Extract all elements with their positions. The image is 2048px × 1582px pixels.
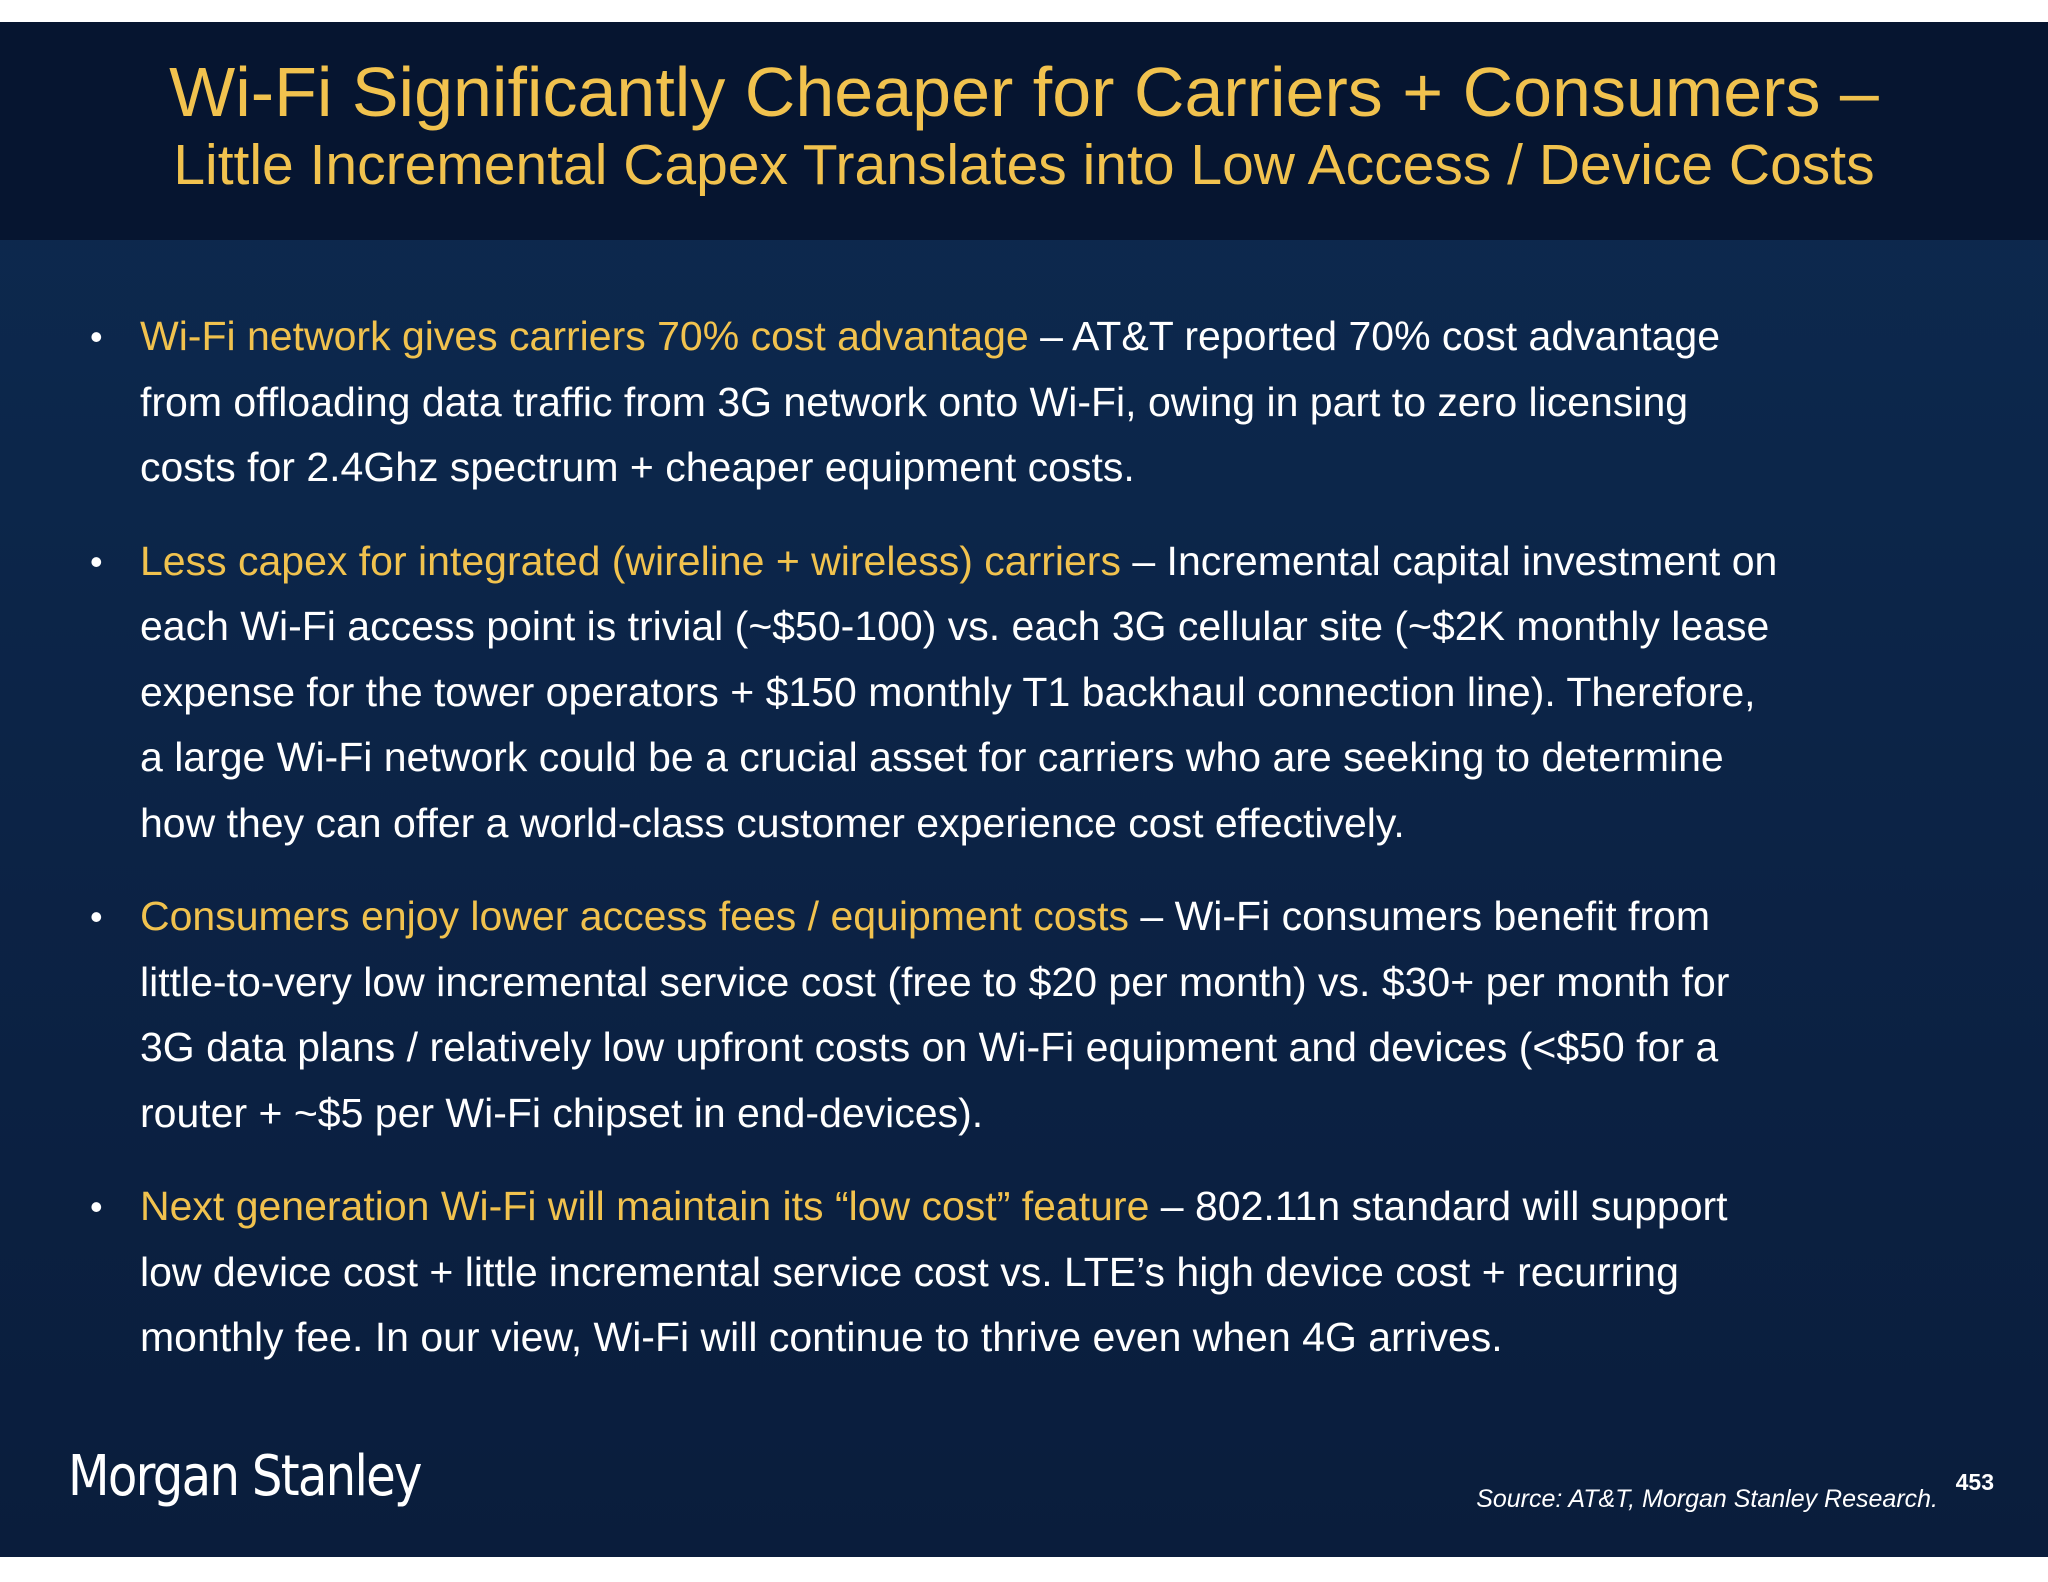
bullet-lead: Less capex for integrated (wireline + wi…: [140, 537, 1121, 584]
bullet-item: • Wi-Fi network gives carriers 70% cost …: [88, 304, 1988, 501]
slide-subtitle: Little Incremental Capex Translates into…: [173, 133, 1875, 197]
bullet-list: • Wi-Fi network gives carriers 70% cost …: [88, 304, 1988, 1399]
bullet-line: 3G data plans / relatively low upfront c…: [140, 1024, 1719, 1070]
bullet-line: a large Wi-Fi network could be a crucial…: [140, 734, 1724, 780]
bullet-line: monthly fee. In our view, Wi-Fi will con…: [140, 1314, 1503, 1360]
bullet-dot-icon: •: [90, 896, 103, 937]
bullet-line: each Wi-Fi access point is trivial (~$50…: [140, 603, 1770, 649]
page-number: 453: [1955, 1469, 1994, 1495]
bullet-text: – Wi-Fi consumers benefit from: [1129, 893, 1711, 939]
bullet-line: costs for 2.4Ghz spectrum + cheaper equi…: [140, 444, 1135, 490]
bullet-line: Consumers enjoy lower access fees / equi…: [140, 884, 1988, 950]
bullet-line: from offloading data traffic from 3G net…: [140, 378, 1689, 425]
bullet-line: Next generation Wi-Fi will maintain its …: [140, 1174, 1988, 1240]
bullet-lead: Next generation Wi-Fi will maintain its …: [140, 1183, 1150, 1229]
bullet-lead: Consumers enjoy lower access fees / equi…: [140, 893, 1130, 939]
slide-title: Wi-Fi Significantly Cheaper for Carriers…: [169, 53, 1879, 131]
bullet-line: router + ~$5 per Wi-Fi chipset in end-de…: [140, 1089, 984, 1136]
bullet-line: how they can offer a world-class custome…: [140, 799, 1405, 846]
bullet-line: Wi-Fi network gives carriers 70% cost ad…: [140, 304, 1988, 370]
bullet-item: • Next generation Wi-Fi will maintain it…: [88, 1174, 1988, 1371]
slide: Wi-Fi Significantly Cheaper for Carriers…: [0, 22, 2048, 1557]
source-note: Source: AT&T, Morgan Stanley Research.: [1476, 1485, 1938, 1513]
bullet-text: – Incremental capital investment on: [1120, 537, 1778, 584]
bullet-item: • Consumers enjoy lower access fees / eq…: [88, 884, 1988, 1146]
bullet-line: little-to-very low incremental service c…: [140, 958, 1730, 1005]
bullet-dot-icon: •: [90, 1186, 103, 1227]
bullet-dot-icon: •: [90, 316, 103, 357]
bullet-item: • Less capex for integrated (wireline + …: [88, 529, 1988, 857]
slide-header: Wi-Fi Significantly Cheaper for Carriers…: [0, 22, 2048, 240]
bullet-text: – AT&T reported 70% cost advantage: [1028, 313, 1721, 359]
bullet-dot-icon: •: [90, 540, 103, 582]
bullet-line: expense for the tower operators + $150 m…: [140, 668, 1756, 715]
bullet-lead: Wi-Fi network gives carriers 70% cost ad…: [140, 313, 1029, 359]
bullet-line: Less capex for integrated (wireline + wi…: [140, 529, 1988, 595]
bullet-line: low device cost + little incremental ser…: [140, 1248, 1679, 1295]
bullet-text: – 802.11n standard will support: [1149, 1183, 1728, 1229]
morgan-stanley-logo: Morgan Stanley: [68, 1444, 423, 1509]
